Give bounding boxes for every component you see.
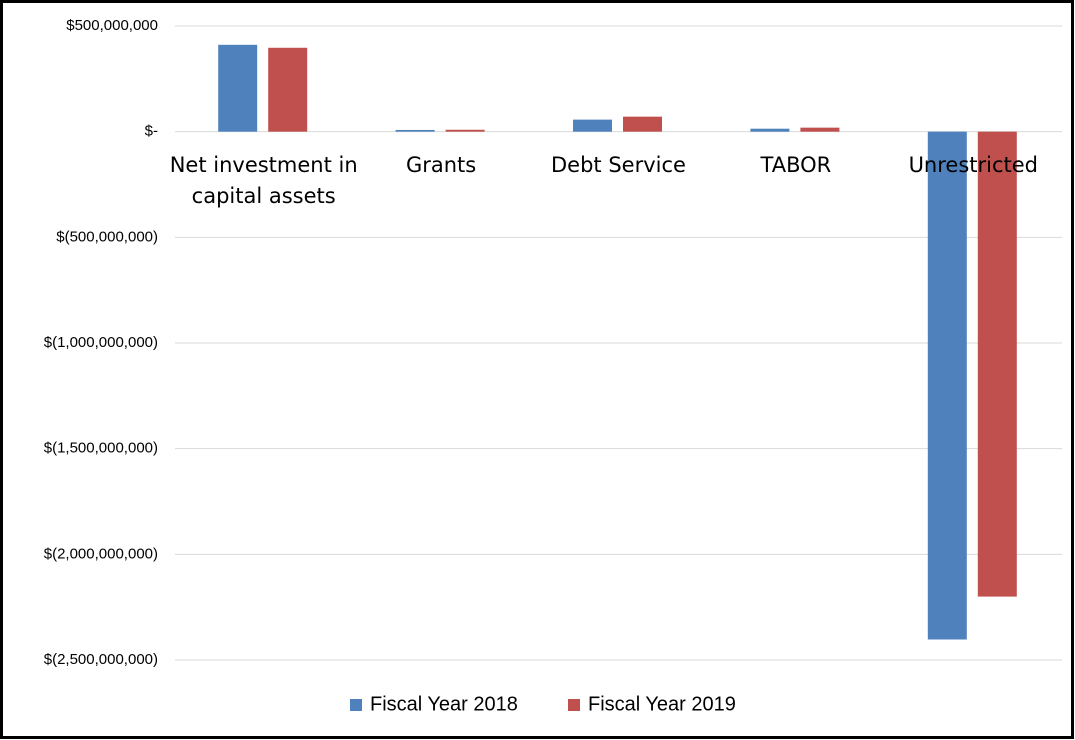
bar <box>395 129 435 132</box>
legend-swatch <box>350 699 362 711</box>
bar <box>623 116 662 132</box>
bar <box>800 127 840 132</box>
y-tick-label: $- <box>145 123 158 140</box>
x-tick-label-box: Debt Service <box>551 153 686 177</box>
y-tick-label: $(1,500,000,000) <box>44 440 158 457</box>
y-tick-label: $500,000,000 <box>66 17 158 34</box>
bar <box>977 131 1017 597</box>
x-tick-label: Debt Service <box>551 153 686 177</box>
y-tick-label: $(2,500,000,000) <box>44 651 158 668</box>
x-tick-label: Grants <box>405 153 477 177</box>
bar <box>573 119 612 132</box>
x-tick-label-box: Grants <box>405 153 477 177</box>
legend-swatch <box>568 699 580 711</box>
legend-label: Fiscal Year 2019 <box>588 693 736 715</box>
x-tick-label: Unrestricted <box>908 153 1039 177</box>
bar <box>750 128 790 132</box>
x-tick-label: Net investment in capital assets <box>169 153 358 208</box>
bar <box>445 129 485 132</box>
legend-label: Fiscal Year 2018 <box>370 693 518 715</box>
bar <box>218 44 258 132</box>
x-tick-label-box: TABOR <box>760 153 832 177</box>
x-tick-label-box: Unrestricted <box>908 153 1039 177</box>
bar <box>268 47 308 132</box>
x-tick-label: TABOR <box>760 153 832 177</box>
y-tick-label: $(500,000,000) <box>56 228 158 245</box>
x-tick-label-box: Net investment in capital assets <box>169 153 358 208</box>
bar <box>927 131 967 640</box>
y-tick-label: $(1,000,000,000) <box>44 334 158 351</box>
y-tick-label: $(2,000,000,000) <box>44 545 158 562</box>
